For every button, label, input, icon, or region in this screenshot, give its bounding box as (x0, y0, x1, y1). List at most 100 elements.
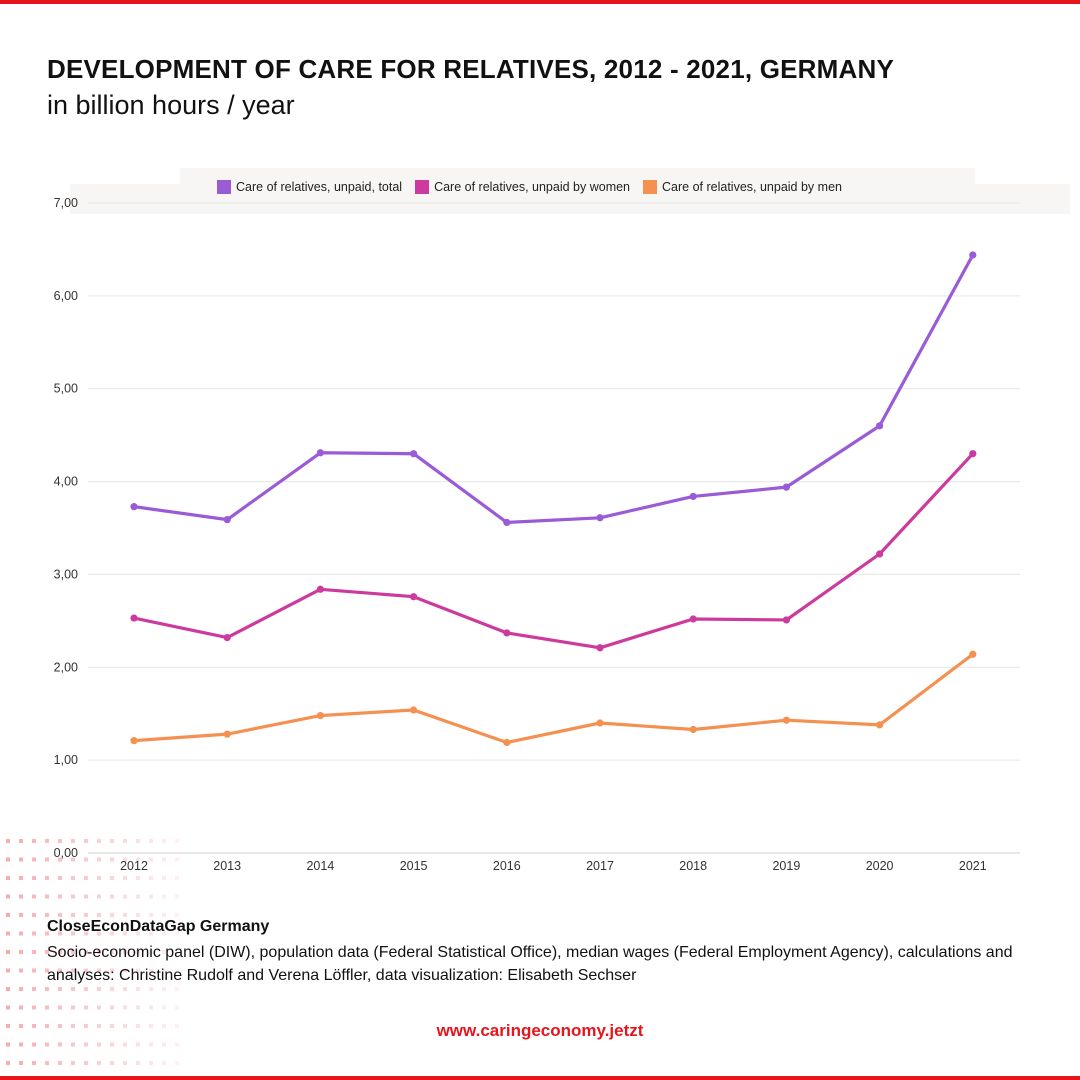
y-tick-label-4: 4,00 (54, 475, 78, 489)
website-link[interactable]: www.caringeconomy.jetzt (436, 1021, 644, 1040)
pattern-dot-10 (136, 839, 140, 843)
pattern-dot-161 (97, 1042, 101, 1047)
data-point-1-2021 (969, 450, 977, 458)
data-point-0-2016 (503, 518, 511, 527)
pattern-dot-12 (162, 839, 166, 843)
pattern-dot-5 (71, 839, 75, 843)
x-tick-label-2016: 2016 (493, 859, 521, 873)
pattern-dot-77 (97, 931, 101, 936)
x-tick-label-2020: 2020 (866, 859, 894, 873)
pattern-dot-136 (136, 1005, 140, 1010)
pattern-dot-11 (149, 839, 153, 843)
pattern-dot-128 (32, 1005, 36, 1010)
pattern-dot-113 (19, 987, 23, 991)
pattern-dot-170 (32, 1061, 36, 1065)
legend-label-women: Care of relatives, unpaid by women (434, 180, 631, 194)
pattern-dot-14 (6, 857, 10, 862)
data-point-2-2018 (689, 725, 697, 734)
pattern-dot-55 (175, 894, 179, 899)
legend-item-total[interactable]: Care of relatives, unpaid, total (217, 180, 402, 194)
pattern-dot-22 (110, 857, 114, 862)
bottom-accent-bar (0, 1076, 1080, 1080)
pattern-dot-126 (6, 1005, 10, 1010)
y-tick-label-2: 2,00 (54, 660, 78, 674)
pattern-dot-153 (175, 1024, 179, 1028)
pattern-dot-32 (58, 876, 62, 880)
pattern-dot-165 (149, 1042, 153, 1047)
data-point-0-2015 (410, 450, 418, 458)
legend-swatch-total (217, 180, 231, 194)
pattern-dot-148 (110, 1024, 114, 1028)
pattern-dot-27 (175, 857, 179, 862)
data-point-2-2012 (130, 737, 138, 745)
pattern-dot-23 (123, 857, 127, 862)
pattern-dot-93 (123, 950, 127, 954)
pattern-dot-180 (162, 1061, 166, 1065)
pattern-dot-29 (19, 876, 23, 880)
pattern-dot-106 (110, 968, 114, 973)
data-point-0-2020 (876, 422, 884, 430)
pattern-dot-102 (58, 968, 62, 973)
pattern-dot-2 (32, 839, 36, 843)
data-point-1-2013 (223, 633, 231, 642)
pattern-dot-48 (84, 894, 88, 899)
data-point-2-2017 (596, 719, 604, 727)
pattern-dot-125 (175, 987, 179, 991)
data-point-0-2019 (782, 483, 791, 491)
pattern-dot-138 (162, 1005, 166, 1010)
pattern-dot-8 (110, 839, 114, 843)
pattern-dot-13 (175, 839, 179, 843)
pattern-dot-171 (45, 1061, 49, 1065)
pattern-dot-87 (45, 950, 49, 954)
pattern-dot-167 (175, 1042, 179, 1047)
pattern-dot-107 (123, 968, 127, 973)
pattern-dot-75 (71, 931, 75, 936)
pattern-dot-151 (149, 1024, 153, 1028)
series-line-2 (132, 652, 975, 745)
pattern-dot-129 (45, 1005, 49, 1010)
pattern-dot-58 (32, 913, 36, 917)
pattern-dot-104 (84, 968, 88, 973)
pattern-dot-130 (58, 1005, 62, 1010)
pattern-dot-59 (45, 913, 49, 917)
pattern-dot-119 (97, 987, 101, 991)
pattern-dot-18 (58, 857, 62, 862)
pattern-dot-174 (84, 1061, 88, 1065)
legend-item-women[interactable]: Care of relatives, unpaid by women (415, 180, 630, 194)
pattern-dot-50 (110, 894, 114, 899)
pattern-dot-101 (45, 968, 49, 973)
chart-legend: Care of relatives, unpaid, total Care of… (217, 180, 855, 194)
y-tick-label-7: 7,00 (54, 196, 78, 210)
page-subtitle: in billion hours / year (47, 90, 295, 120)
pattern-dot-127 (19, 1005, 23, 1010)
data-point-2-2021 (969, 650, 977, 658)
pattern-dot-168 (6, 1061, 10, 1065)
pattern-dot-85 (19, 950, 23, 954)
data-point-0-2018 (689, 492, 697, 501)
data-point-1-2015 (410, 593, 418, 601)
x-tick-label-2019: 2019 (772, 859, 800, 873)
pattern-dot-134 (110, 1005, 114, 1010)
pattern-dot-176 (110, 1061, 114, 1065)
pattern-dot-163 (123, 1042, 127, 1047)
data-point-0-2012 (130, 503, 138, 511)
pattern-dot-62 (84, 913, 88, 917)
pattern-dot-114 (32, 987, 36, 991)
x-tick-label-2014: 2014 (306, 859, 334, 873)
pattern-dot-64 (110, 913, 114, 917)
pattern-dot-147 (97, 1024, 101, 1028)
pattern-dot-40 (162, 876, 166, 880)
pattern-dot-116 (58, 987, 62, 991)
pattern-dot-88 (58, 950, 62, 954)
legend-item-men[interactable]: Care of relatives, unpaid by men (643, 180, 842, 194)
pattern-dot-16 (32, 857, 36, 862)
pattern-dot-172 (58, 1061, 62, 1065)
data-point-2-2016 (503, 738, 511, 747)
data-point-1-2012 (130, 614, 138, 622)
pattern-dot-95 (149, 950, 153, 954)
pattern-dot-65 (123, 913, 127, 917)
pattern-dot-137 (149, 1005, 153, 1010)
pattern-dot-115 (45, 987, 49, 991)
series-line-1 (132, 452, 975, 650)
